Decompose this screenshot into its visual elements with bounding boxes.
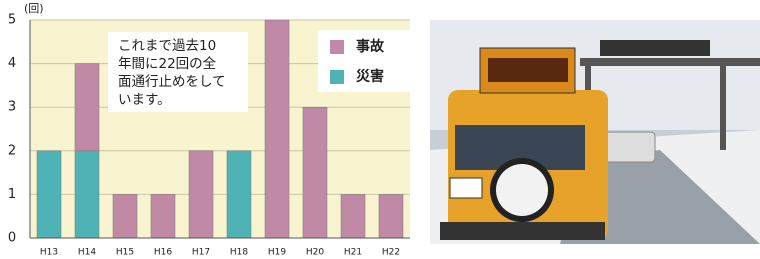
x-tick-label: H20 <box>306 248 324 258</box>
page: (回) これまで過去10年間に22回の全面通行止めをしています。 事故災害 0 1… <box>0 0 760 259</box>
annotation-line: 面通行止めをして <box>118 74 226 90</box>
annotation-line: います。 <box>118 92 171 108</box>
bar-segment <box>227 151 251 238</box>
bar-segment <box>341 194 365 238</box>
bar-segment <box>75 151 99 238</box>
y-tick-label: 5 <box>8 13 16 28</box>
bar-segment <box>379 194 403 238</box>
y-tick-label: 3 <box>8 100 16 115</box>
photo <box>430 20 760 244</box>
bar-segment <box>113 194 137 238</box>
legend-label: 災害 <box>356 68 384 85</box>
y-tick-label: 4 <box>8 56 16 71</box>
bar-segment <box>75 64 99 151</box>
bar-segment <box>37 151 61 238</box>
bar-segment <box>189 151 213 238</box>
bar-segment <box>303 107 327 238</box>
y-tick-label: 2 <box>8 143 16 158</box>
y-label: (回) <box>24 2 44 15</box>
legend-label: 事故 <box>356 38 385 55</box>
y-tick-label: 1 <box>8 187 16 202</box>
x-tick-label: H18 <box>230 248 248 258</box>
x-tick-label: H13 <box>40 248 58 258</box>
x-tick-label: H15 <box>116 248 134 258</box>
x-tick-label: H19 <box>268 248 286 258</box>
bar-segment <box>265 20 289 238</box>
x-tick-label: H17 <box>192 248 210 258</box>
y-tick-label: 0 <box>8 231 16 246</box>
x-tick-label: H16 <box>154 248 172 258</box>
x-tick-label: H22 <box>382 248 400 258</box>
x-tick-label: H14 <box>78 248 96 258</box>
x-tick-label: H21 <box>344 248 362 258</box>
legend-swatch <box>330 40 344 54</box>
annotation-line: 年間に22回の全 <box>118 55 217 72</box>
legend-swatch <box>330 70 344 84</box>
bar-segment <box>151 194 175 238</box>
annotation-line: これまで過去10 <box>118 38 216 54</box>
